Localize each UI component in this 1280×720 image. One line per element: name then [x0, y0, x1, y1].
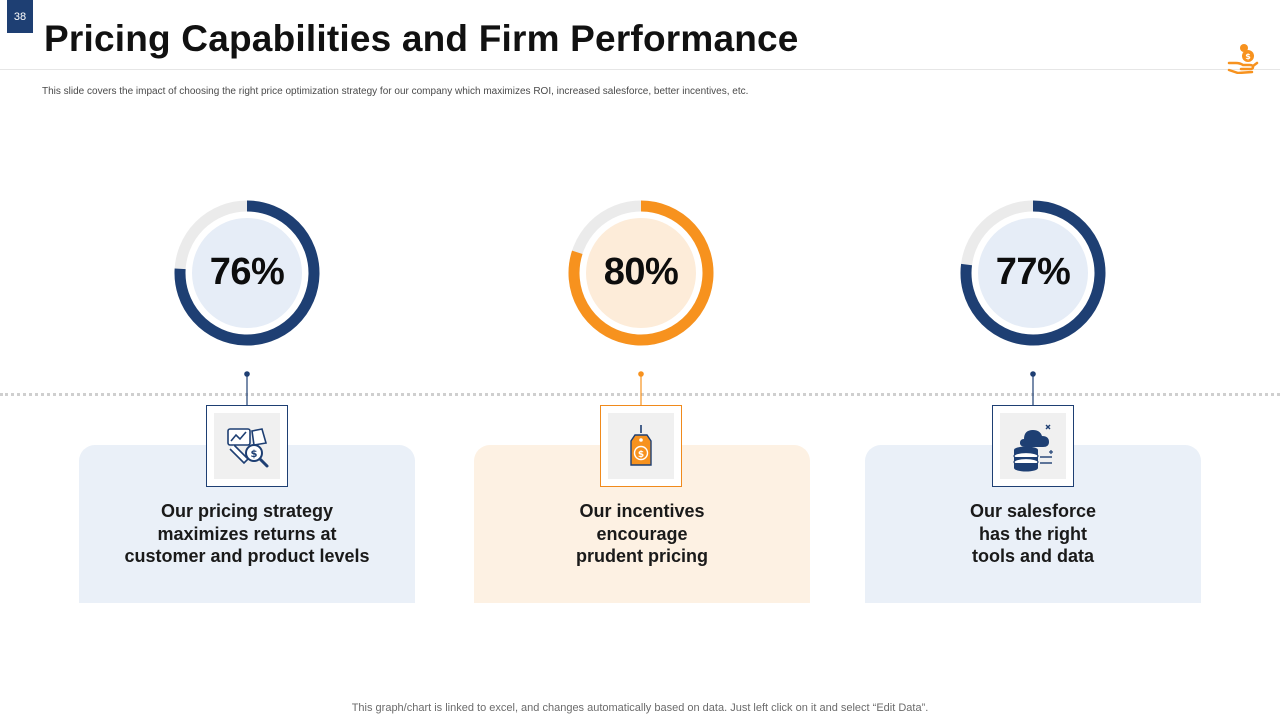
donut-label-incentives: 80%	[603, 251, 679, 293]
card-line: encourage	[596, 523, 688, 544]
card-text: Our incentives encourage prudent pricing	[474, 500, 810, 568]
page-title: Pricing Capabilities and Firm Performanc…	[44, 18, 799, 59]
timeline-dotted-line	[0, 393, 1280, 396]
card-line: tools and data	[971, 546, 1094, 566]
donut-inner	[192, 218, 302, 328]
pricing-analysis-icon: $	[214, 413, 280, 479]
card-line: has the right	[978, 523, 1087, 544]
card-line: maximizes returns at	[157, 523, 337, 544]
connector-dot	[1030, 371, 1036, 377]
card-line: Our salesforce	[969, 501, 1097, 521]
footer-note: This graph/chart is linked to excel, and…	[351, 702, 929, 714]
donut-value-arc	[960, 200, 1106, 346]
icon-box-pricing: $	[206, 405, 288, 487]
slide-number: 38	[7, 0, 33, 33]
card-line: prudent pricing	[576, 546, 708, 566]
card-line: customer and product levels	[124, 546, 370, 566]
price-tag-icon: $	[608, 413, 674, 479]
icon-box-incentives: $	[600, 405, 682, 487]
card-text: Our pricing strategy maximizes returns a…	[79, 500, 415, 568]
donut-inner	[586, 218, 696, 328]
donut-label-pricing: 76%	[209, 251, 285, 293]
donut-value-arc	[174, 200, 320, 346]
card-line: Our pricing strategy	[160, 501, 334, 521]
cloud-database-icon	[1000, 413, 1066, 479]
donut-inner	[978, 218, 1088, 328]
card-text: Our salesforce has the right tools and d…	[865, 500, 1201, 568]
card-line: Our incentives	[579, 501, 705, 521]
donut-label-salesforce: 77%	[995, 251, 1071, 293]
slide-subtitle: This slide covers the impact of choosing…	[42, 86, 749, 97]
hand-coin-icon: $	[1226, 42, 1260, 75]
svg-text:$: $	[251, 449, 258, 460]
svg-text:$: $	[638, 450, 644, 460]
connector-dot	[244, 371, 250, 377]
title-divider	[0, 69, 1280, 70]
donut-value-arc	[568, 200, 714, 346]
connector-dot	[638, 371, 644, 377]
svg-text:$: $	[1245, 52, 1251, 61]
icon-box-salesforce	[992, 405, 1074, 487]
